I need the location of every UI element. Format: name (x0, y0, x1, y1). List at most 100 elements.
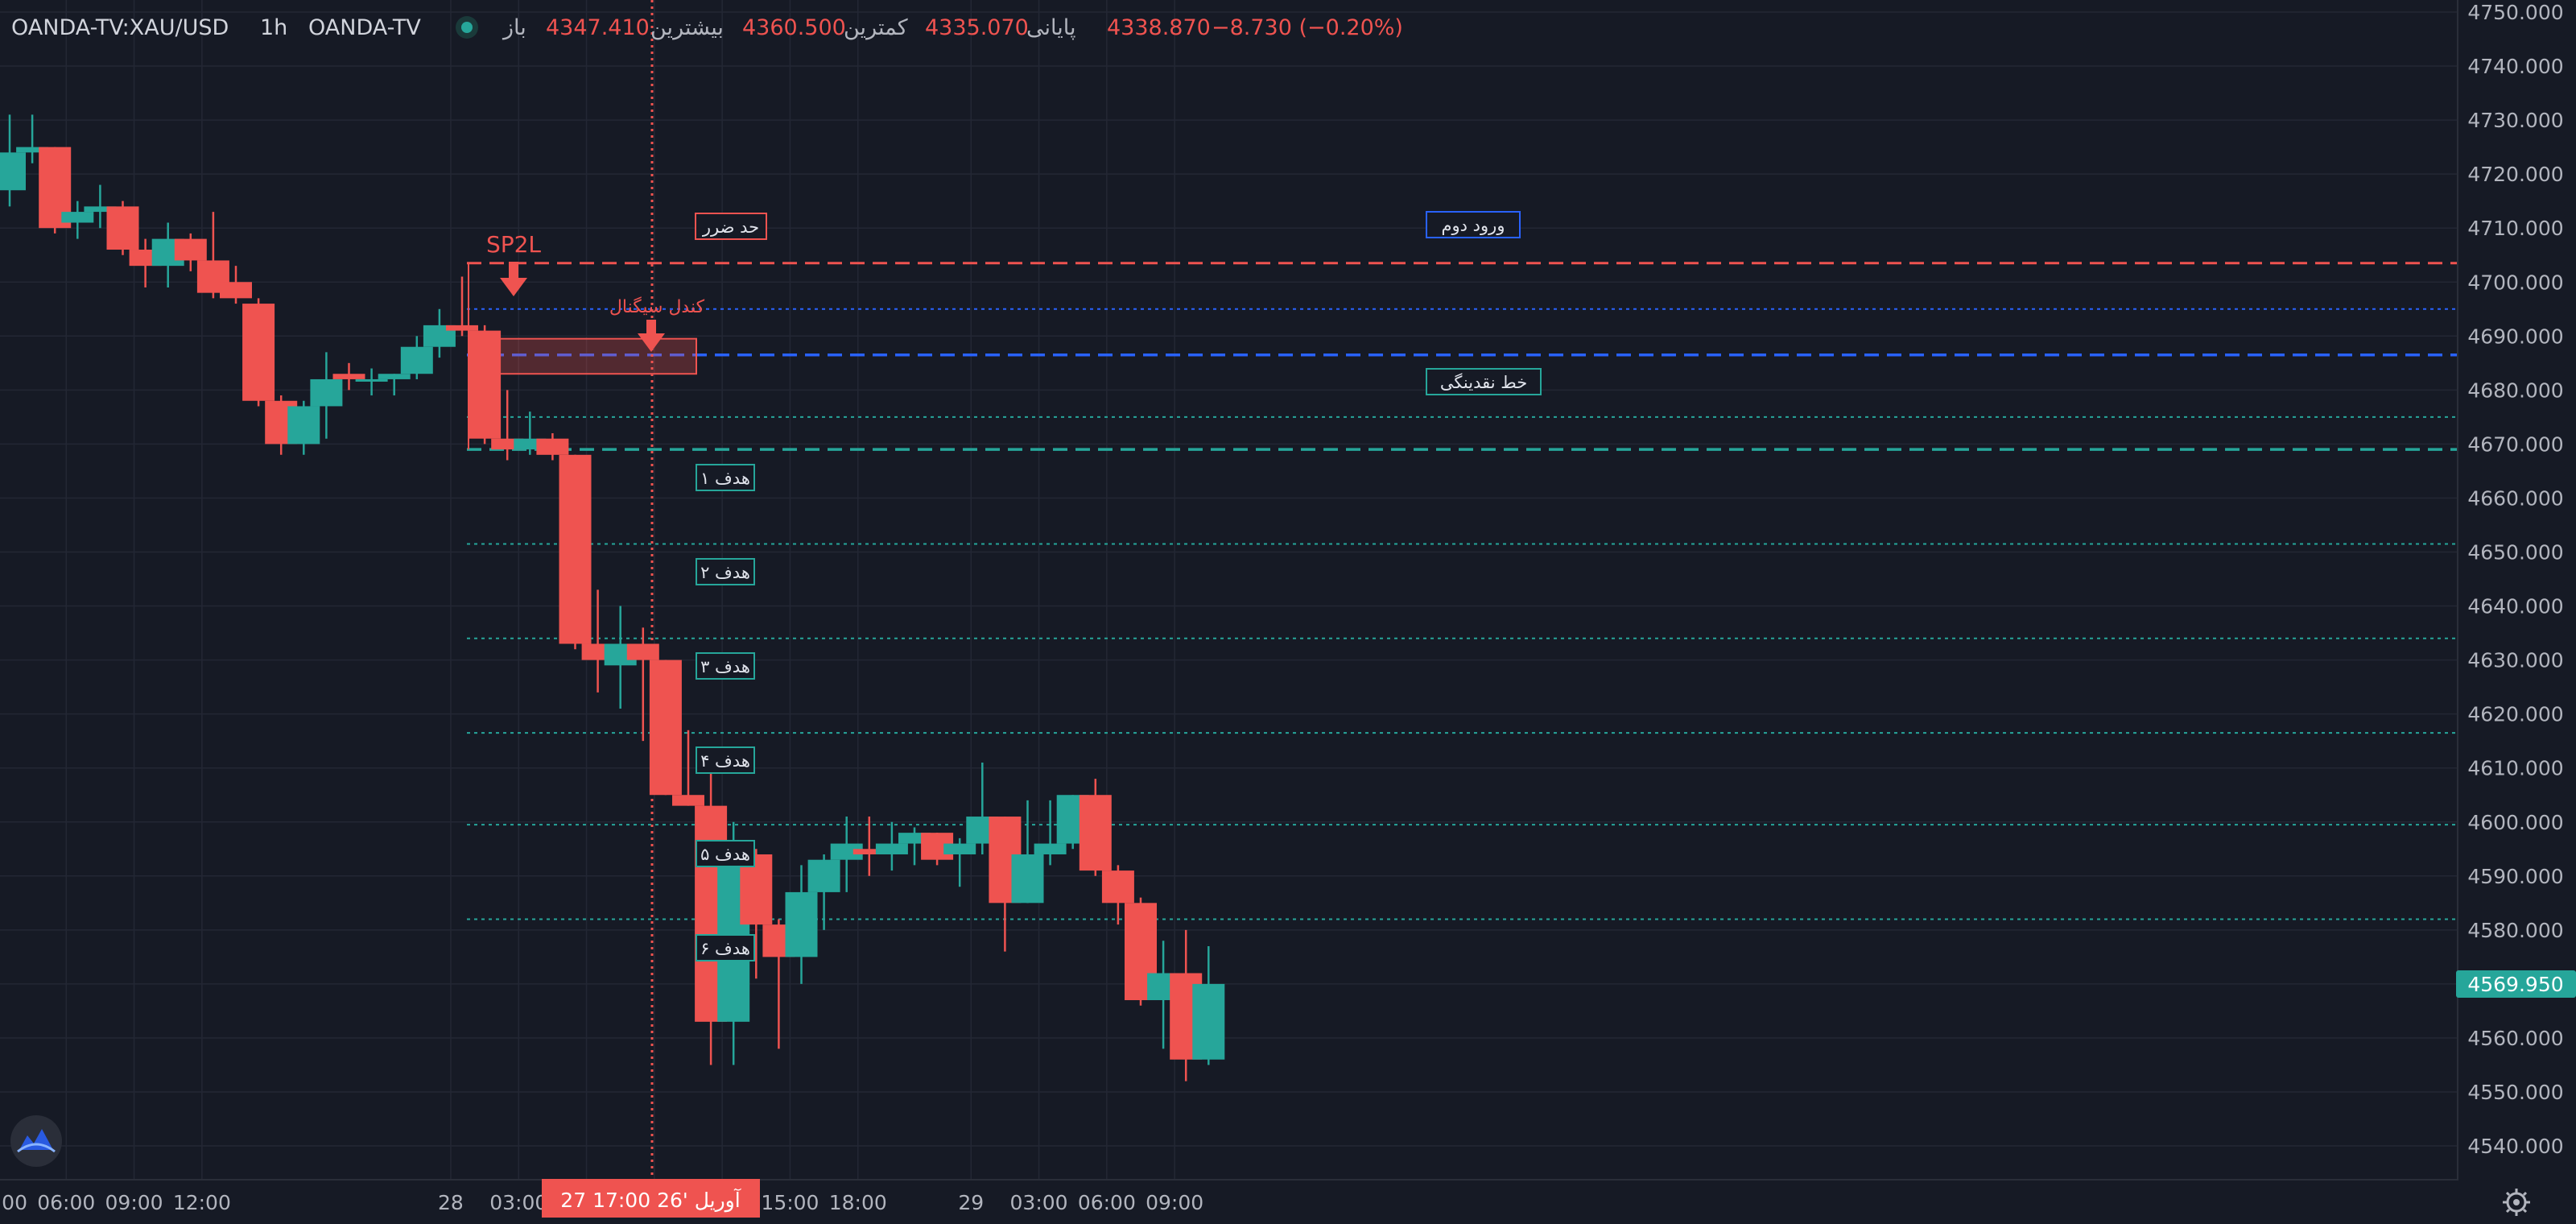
time-axis[interactable]: 03:0006:0009:0012:002803:0006:0009:0012:… (0, 1179, 2576, 1224)
trade-levels (467, 262, 2458, 920)
target-3-label-box (696, 652, 755, 680)
price-tick-label: 4640.000 (2467, 595, 2563, 618)
candle-body (1034, 843, 1067, 854)
annotations: حد ضرر ورود دوم خط نقدینگی هدف ۱ هدف ۲ هدف ۳ ه… (486, 211, 1542, 961)
candle[interactable] (242, 298, 275, 407)
candle[interactable] (84, 184, 117, 229)
candle[interactable] (536, 432, 569, 461)
target-5-label-text: هدف ۵ (700, 845, 750, 864)
interval-label[interactable]: 1h (260, 15, 287, 40)
candle[interactable] (649, 660, 682, 796)
candle[interactable] (469, 325, 502, 445)
candle[interactable] (287, 400, 320, 455)
liquidity-line-label-text: خط نقدینگی (1440, 373, 1527, 392)
candle[interactable] (174, 233, 207, 271)
gear-hub (2513, 1199, 2520, 1205)
candle[interactable] (332, 362, 365, 391)
candle[interactable] (196, 212, 229, 299)
price-axis[interactable]: 4750.000 4740.000 4730.000 4720.000 4710.000… (2456, 0, 2576, 1180)
candle-body (220, 282, 252, 299)
symbol-name[interactable]: OANDA-TV:XAU/USD (11, 15, 229, 40)
candle[interactable] (378, 374, 411, 396)
price-tick-label: 4630.000 (2467, 649, 2563, 672)
candle[interactable] (1079, 779, 1112, 876)
candle-body (106, 206, 139, 250)
candle-body (174, 238, 207, 261)
candle-body (830, 843, 863, 860)
symbol-header[interactable]: OANDA-TV:XAU/USD 1h OANDA-TV باز 4347.41… (11, 15, 1403, 40)
candle[interactable] (1192, 945, 1225, 1065)
gear-teeth (2503, 1189, 2530, 1216)
price-tick-label: 4730.000 (2467, 109, 2563, 132)
candle-body (943, 843, 976, 854)
candle[interactable] (400, 336, 433, 379)
signal-zone-box (468, 337, 697, 375)
target-3-label-text: هدف ۳ (700, 657, 750, 676)
current-price-label: 4569.950 (2467, 973, 2563, 996)
time-tick-label: 29 (958, 1191, 984, 1214)
candle[interactable] (355, 368, 388, 396)
settings-gear-icon[interactable] (2503, 1189, 2530, 1216)
price-tick-label: 4710.000 (2467, 217, 2563, 240)
candle[interactable] (106, 201, 139, 255)
wave-icon (17, 1143, 56, 1153)
target-6-label-box (696, 934, 755, 961)
candle-body (1079, 795, 1112, 871)
stop-loss-label: حد ضرر (695, 213, 767, 240)
candle[interactable] (0, 114, 26, 207)
candle-body (355, 378, 388, 382)
down-arrow-icon (500, 262, 527, 296)
candle[interactable] (1011, 800, 1044, 904)
candle-body (332, 374, 365, 379)
price-labels: 4750.000 4740.000 4730.000 4720.000 4710.000… (2467, 1, 2563, 1158)
candle-body (446, 325, 478, 331)
candle-body (400, 346, 433, 374)
candle-body (807, 859, 840, 892)
target-5-label: هدف ۵ (696, 840, 755, 867)
change-value: −8.730 (−0.20%) (1212, 15, 1403, 40)
signal-candle-label: کندل سیگنال (609, 296, 705, 317)
time-tick-label: 15:00 (761, 1191, 819, 1214)
candle-body (287, 406, 320, 445)
candle[interactable] (61, 201, 94, 239)
candle[interactable] (875, 821, 908, 871)
crosshair-time-label: 27 آوریل '26 17:00 (560, 1188, 741, 1213)
candle[interactable] (785, 865, 818, 984)
stop-loss-label-text: حد ضرر (702, 217, 759, 237)
liquidity-line-label-box (1426, 368, 1542, 395)
candle[interactable] (1101, 865, 1134, 925)
candle[interactable] (559, 454, 592, 650)
candle-body (626, 643, 659, 660)
tradingview-logo[interactable] (10, 1115, 62, 1167)
price-tick-label: 4700.000 (2467, 271, 2563, 294)
close-label: پایانی (1026, 15, 1076, 40)
candle-body (649, 660, 682, 796)
stop-loss-label-box (695, 213, 767, 240)
candle[interactable] (672, 730, 704, 806)
target-4-label-text: هدف ۴ (700, 751, 750, 771)
target-4-label: هدف ۴ (696, 746, 755, 774)
open-label: باز (502, 15, 526, 40)
candle[interactable] (16, 114, 49, 163)
candle[interactable] (220, 266, 252, 304)
price-tick-label: 4560.000 (2467, 1027, 2563, 1050)
candle[interactable] (446, 276, 478, 337)
candle[interactable] (943, 837, 976, 887)
candle[interactable] (830, 817, 863, 892)
candle[interactable] (807, 854, 840, 930)
candles[interactable] (0, 114, 1225, 1081)
candle[interactable] (626, 627, 659, 742)
candle[interactable] (310, 352, 343, 439)
target-2-label-box (696, 558, 755, 585)
price-tick-label: 4580.000 (2467, 919, 2563, 942)
price-tick-label: 4680.000 (2467, 378, 2563, 402)
target-1-label-box (696, 464, 755, 491)
candle[interactable] (1034, 800, 1067, 866)
low-label: کمترین (844, 15, 908, 40)
target-6-label: هدف ۶ (696, 934, 755, 961)
target-2-label-text: هدف ۲ (700, 563, 750, 582)
liquidity-line-label: خط نقدینگی (1426, 368, 1542, 395)
candle[interactable] (852, 817, 886, 876)
candle-body (1192, 983, 1225, 1060)
